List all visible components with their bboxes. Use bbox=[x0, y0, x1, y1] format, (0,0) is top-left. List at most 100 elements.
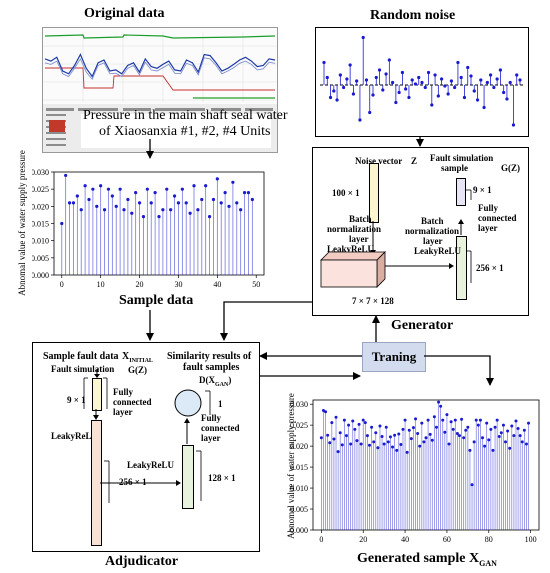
stem-marker bbox=[235, 201, 239, 205]
stem-marker bbox=[397, 432, 401, 436]
stem-marker bbox=[508, 446, 512, 450]
stem-marker bbox=[372, 440, 376, 444]
stem-marker bbox=[319, 436, 323, 440]
stem-marker bbox=[118, 187, 122, 191]
noise-marker bbox=[426, 70, 431, 75]
noise-marker bbox=[348, 63, 352, 67]
stem-marker bbox=[188, 211, 192, 215]
stem-marker bbox=[211, 197, 216, 202]
stem-marker bbox=[464, 428, 468, 432]
stem-marker bbox=[483, 444, 487, 448]
stem-marker bbox=[447, 442, 451, 446]
stem-marker bbox=[219, 201, 223, 205]
noise-marker bbox=[453, 85, 457, 90]
noise-vector-label: Noise vector bbox=[355, 156, 403, 166]
stem-marker bbox=[149, 201, 153, 205]
adj-fc2-dim: 128 × 1 bbox=[208, 473, 236, 483]
generator-block bbox=[320, 189, 472, 288]
stem-marker bbox=[457, 434, 461, 438]
original-data-plot bbox=[43, 28, 277, 152]
training-box: Traning bbox=[362, 342, 426, 372]
stem-marker bbox=[478, 418, 482, 422]
stem-marker bbox=[71, 201, 76, 205]
random-noise-plot bbox=[320, 35, 524, 127]
gen-layer2-line4: LeakyReLU bbox=[414, 246, 461, 256]
stem-marker bbox=[134, 191, 138, 195]
stem-marker bbox=[180, 187, 184, 191]
stem-marker bbox=[437, 400, 441, 404]
y-tick-label: 0.020 bbox=[32, 202, 49, 211]
stem-marker bbox=[215, 177, 219, 181]
original-data-panel: Pressure in the main shaft seal water of… bbox=[42, 27, 288, 153]
y-tick-label: 0.010 bbox=[290, 484, 308, 493]
stem-marker bbox=[527, 421, 531, 425]
arrow-training-to-generated bbox=[424, 355, 494, 386]
noise-marker bbox=[368, 110, 372, 115]
stem-marker bbox=[393, 433, 397, 437]
noise-marker bbox=[387, 58, 391, 62]
noise-marker bbox=[328, 95, 333, 100]
noise-marker bbox=[413, 82, 418, 86]
original-data-title: Original data bbox=[84, 6, 165, 21]
stem-marker bbox=[344, 434, 348, 438]
stem-marker bbox=[231, 180, 235, 184]
stem-marker bbox=[361, 418, 365, 422]
noise-marker bbox=[511, 123, 516, 127]
adj-act1: LeakyReLU bbox=[51, 431, 98, 441]
stem-marker bbox=[430, 438, 434, 442]
stem-marker bbox=[380, 434, 384, 438]
noise-marker bbox=[508, 80, 512, 85]
x-tick-label: 40 bbox=[213, 280, 221, 289]
stem-marker bbox=[99, 184, 103, 188]
stem-marker bbox=[468, 448, 472, 452]
adj-result-line1: Similarity results of bbox=[167, 351, 252, 362]
noise-marker bbox=[459, 75, 463, 80]
stem-marker bbox=[95, 204, 99, 208]
noise-marker bbox=[472, 89, 476, 93]
noise-marker bbox=[475, 98, 480, 102]
stem-marker bbox=[355, 439, 359, 443]
y-tick-label: 0.015 bbox=[32, 220, 49, 229]
y-tick-label: 0.010 bbox=[32, 237, 49, 246]
noise-marker bbox=[322, 60, 326, 65]
adj-output-node bbox=[174, 389, 202, 417]
gen-output-label-line2: sample bbox=[441, 163, 468, 173]
original-caption-line1: Pressure in the main shaft seal water bbox=[83, 108, 288, 123]
noise-marker bbox=[443, 84, 447, 88]
stem-marker bbox=[64, 173, 68, 178]
adj-output-dim: 1 bbox=[218, 399, 223, 409]
stem-marker bbox=[326, 433, 330, 437]
noise-marker bbox=[502, 90, 506, 95]
stem-marker bbox=[67, 201, 72, 205]
stem-marker bbox=[110, 194, 114, 198]
adj-fc2-line1: Fully bbox=[201, 413, 222, 423]
noise-marker bbox=[335, 98, 339, 102]
noise-marker bbox=[485, 80, 489, 85]
stem-marker bbox=[422, 440, 426, 444]
x-tick-label: 80 bbox=[485, 535, 493, 544]
stem-marker bbox=[374, 431, 378, 435]
noise-marker bbox=[420, 80, 424, 85]
stem-marker bbox=[462, 436, 466, 440]
adjudicator-wiring bbox=[83, 369, 211, 503]
stem-marker bbox=[365, 434, 369, 438]
stem-marker bbox=[176, 201, 181, 205]
stem-marker bbox=[157, 215, 161, 219]
noise-marker bbox=[498, 68, 502, 72]
stem-marker bbox=[491, 448, 495, 452]
stem-marker bbox=[487, 438, 491, 442]
original-series-1 bbox=[44, 53, 276, 78]
stem-marker bbox=[60, 221, 64, 226]
stem-marker bbox=[106, 187, 111, 191]
gen-layer2-line3: layer bbox=[423, 236, 443, 246]
generator-fc-layer bbox=[456, 236, 467, 300]
stem-marker bbox=[349, 442, 353, 446]
noise-marker bbox=[338, 73, 342, 77]
gen-fc-label-line2: connected bbox=[478, 213, 517, 223]
gen-layer2-line2: normalization bbox=[405, 226, 459, 236]
adjudicator-panel: Sample fault data XINITIAL Fault simulat… bbox=[32, 342, 260, 552]
stem-marker bbox=[401, 427, 405, 431]
stem-marker bbox=[370, 425, 374, 429]
stem-marker bbox=[75, 194, 79, 198]
stem-marker bbox=[495, 418, 499, 422]
